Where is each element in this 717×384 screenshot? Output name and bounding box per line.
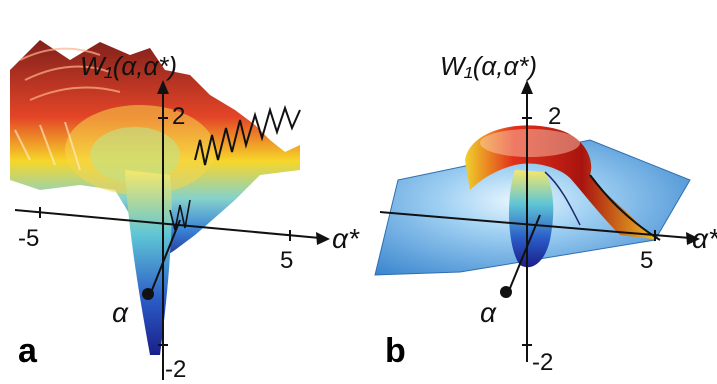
panel-b-negative-dip: [508, 170, 554, 268]
panel-b-z-arrow: [521, 80, 533, 94]
panel-b-x-axis-label: α*: [692, 223, 717, 254]
panel-a-y-axis-marker: [142, 288, 154, 300]
panel-b-y-axis-marker: [500, 286, 512, 298]
panel-a-x-tick-left: -5: [18, 225, 39, 252]
panel-b-y-axis: [507, 214, 541, 294]
panel-a-letter: a: [18, 332, 38, 370]
panel-b-ring: [465, 125, 660, 240]
panel-a-z-arrow: [157, 80, 169, 94]
panel-a-x-arrow: [316, 232, 330, 245]
panel-b-ring-highlight: [480, 129, 580, 157]
panel-b-y-axis-label: α: [480, 297, 497, 328]
panel-a: W₁(α,α*) 2 -2 -5 5 α* α a: [10, 40, 360, 383]
panel-a-x-tick-right: 5: [280, 247, 293, 274]
panel-a-y-axis-label: α: [112, 297, 129, 328]
panel-a-negative-spike: [125, 170, 172, 355]
panel-b-z-tick-top: 2: [548, 103, 561, 130]
panel-a-z-tick-bottom: -2: [165, 356, 186, 383]
panel-b-x-tick-right: 5: [640, 247, 653, 274]
panel-b-surface: [465, 125, 661, 268]
panel-a-z-label: W₁(α,α*): [80, 51, 177, 81]
panel-a-x-axis-label: α*: [332, 223, 360, 254]
panel-b-axes: [379, 80, 700, 362]
panel-b: W₁(α,α*) 2 -2 5 α* α b: [374, 51, 717, 376]
panel-b-z-tick-bottom: -2: [532, 349, 553, 376]
panel-a-axes: [14, 80, 330, 380]
panel-a-ripple-line: [194, 104, 301, 166]
panel-b-letter: b: [385, 332, 406, 370]
panel-a-z-tick-top: 2: [172, 103, 185, 130]
panel-b-x-arrow: [686, 232, 700, 245]
panel-a-y-axis: [149, 219, 181, 296]
panel-a-surface: [10, 40, 301, 355]
panel-a-x-axis: [14, 209, 321, 239]
panel-b-z-label: W₁(α,α*): [440, 51, 537, 81]
